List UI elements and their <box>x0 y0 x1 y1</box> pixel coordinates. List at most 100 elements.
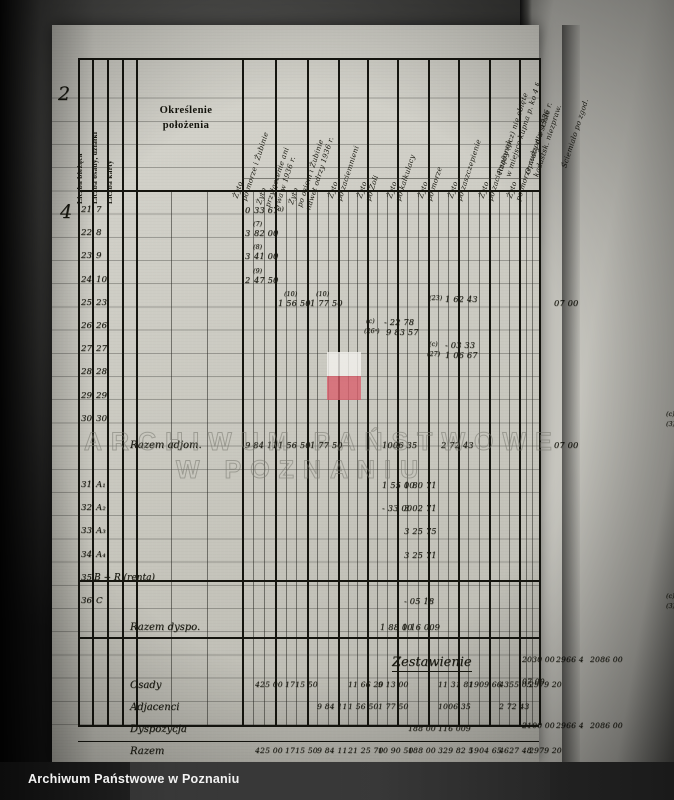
summary-adjacenci-v7: 1006 35 <box>438 702 471 711</box>
summary-osady-v1: 425 00 <box>255 680 283 689</box>
row-number-26: 26 <box>81 321 92 331</box>
grid-subline-14-2 <box>532 190 534 725</box>
row-val2-c9-27: 1 06 67 <box>445 350 478 361</box>
grid-subline-7-1 <box>317 190 319 725</box>
row-note-c9-27: (c) <box>429 340 438 349</box>
row2-val-c8-34: 3 25 71 <box>404 549 437 560</box>
grid-subline-8-2 <box>357 190 359 725</box>
row2-karta-36: C <box>96 596 103 606</box>
grid-subline-7-2 <box>327 190 329 725</box>
row2-karta-long-35: B + R (renta) <box>94 572 155 583</box>
summary-razem-r1: 2100 00 <box>522 721 555 730</box>
caption-text: Archiwum Państwowe w Poznaniu <box>28 772 240 786</box>
row-val-c3b-22: 82 00 <box>254 228 279 239</box>
row-note2-c7-26: (26ᵃ) <box>364 327 380 335</box>
grid-subline-4-1 <box>171 190 173 725</box>
row-number-25: 25 <box>81 297 92 308</box>
row-val-c9-25: 1 62 43 <box>445 293 478 304</box>
zestawienie-title: Zestawienie <box>392 655 472 672</box>
summary-label-osady: Osady <box>130 680 162 691</box>
row2-val-c8-36: - 05 18 <box>404 596 435 606</box>
grid-vline-3 <box>122 58 124 725</box>
row-karta-25: 23 <box>96 297 107 308</box>
grid-subline-11-2 <box>448 190 449 725</box>
row-val-c3a-21: 0 <box>245 205 251 215</box>
flag-white-band <box>327 352 361 376</box>
grid-subline-8-1 <box>347 190 349 725</box>
row-karta-30: 30 <box>96 413 107 424</box>
grid-subline-9-2 <box>387 190 388 725</box>
row-far1-30: (c) <box>666 409 674 418</box>
grid-subline-10-1 <box>407 190 409 725</box>
row-karta-28: 28 <box>96 367 107 378</box>
row-number-30: 30 <box>81 413 92 424</box>
summary-label-razem: Razem <box>130 746 165 757</box>
row-number-23: 23 <box>81 251 92 262</box>
razem-adjom-v7: 1006 35 <box>382 440 418 450</box>
summary-razem-v10: 2979 20 <box>529 746 562 755</box>
marginal-page-number: 2 <box>58 83 71 105</box>
summary-adjacenci-v5: 1 77 50 <box>378 702 409 711</box>
razem-adjom-v4: 1 56 50 <box>278 440 311 450</box>
row2-number-34: 34 <box>81 549 92 560</box>
razem-dyspo-label: Razem dyspo. <box>130 622 201 633</box>
razem-adjom-label: Razem adjom. <box>130 440 202 451</box>
row-number-27: 27 <box>81 344 92 355</box>
grid-subline-6-2 <box>296 190 298 725</box>
summary-adjacenci-v9: 2 72 43 <box>499 702 530 711</box>
summary-razem-rule <box>78 741 539 742</box>
row-val-c3a-23: 3 <box>245 251 251 262</box>
row-far2-30: (3) <box>666 419 674 428</box>
row-val-c5-25: 1 77 50 <box>310 297 343 308</box>
row-karta-23: 9 <box>96 251 102 262</box>
row-karta-24: 10 <box>96 274 107 285</box>
row-val-c3a-22: 3 <box>245 228 251 239</box>
okreslenie-line1: Określenie <box>159 105 213 116</box>
grid-subline-9-1 <box>377 190 378 725</box>
summary-razem-v6: 188 00 <box>408 746 436 755</box>
flag-red-band <box>327 376 361 400</box>
summary-razem-v9: 4627 48 <box>499 746 532 755</box>
row-karta-27: 27 <box>96 344 107 355</box>
ledger-sheet: Liczba bieżąca Liczba osady, działki Lic… <box>52 25 674 787</box>
row-karta-22: 8 <box>96 228 102 239</box>
row2-number-33: 33 <box>81 526 92 537</box>
row-note-c4-25: (10) <box>284 289 298 298</box>
okreslenie-line2: położenia <box>162 120 210 132</box>
row-val-c7-26: - 22 78 <box>384 317 415 327</box>
grid-subline-6-1 <box>285 190 287 725</box>
polish-flag-watermark <box>327 352 361 400</box>
row-note-22: (7) <box>253 220 263 229</box>
grid-vline-9 <box>367 58 369 725</box>
grid-vline-2 <box>107 58 109 725</box>
row-note-c7-26: (c) <box>366 317 375 325</box>
row-karta-29: 29 <box>96 390 107 401</box>
summary-osady-v5: 9 13 00 <box>378 680 409 689</box>
grid-subline-11-1 <box>438 190 439 725</box>
grid-hline-summary <box>78 637 539 639</box>
row-number-22: 22 <box>81 228 92 239</box>
row-number-29: 29 <box>81 390 92 401</box>
summary-razem-r3: 2086 00 <box>590 721 623 730</box>
row2-val-c8-31: 1 80 71 <box>404 480 437 490</box>
summary-label-dyspozycja: Dyspozycja <box>130 724 187 735</box>
row-note2-c9-27: (27) <box>427 350 441 359</box>
row-val-c4-25: 1 56 50 <box>278 297 311 308</box>
grid-subline-12-1 <box>468 190 470 725</box>
row2-number-31: 31 <box>81 480 92 490</box>
grid-subline-4-2 <box>206 190 208 725</box>
grid-hline-0 <box>78 58 539 60</box>
row2-karta-33: A₃ <box>96 526 106 537</box>
summary-osady-v8: 1909 66 <box>469 680 502 689</box>
grid-subline-5-2 <box>264 190 265 725</box>
grid-vline-0 <box>78 58 80 725</box>
row-note-23: (8) <box>253 243 263 252</box>
grid-vline-1 <box>92 58 94 725</box>
page-binding-shadow <box>562 25 580 787</box>
razem-adjom-v9: 2 72 43 <box>441 440 474 450</box>
row-val-c3b-24: 47 50 <box>254 274 279 285</box>
grid-subline-12-2 <box>478 190 480 725</box>
summary-adjacenci-v3: 9 84 11 <box>317 702 348 711</box>
row-karta-21: 7 <box>96 205 102 215</box>
